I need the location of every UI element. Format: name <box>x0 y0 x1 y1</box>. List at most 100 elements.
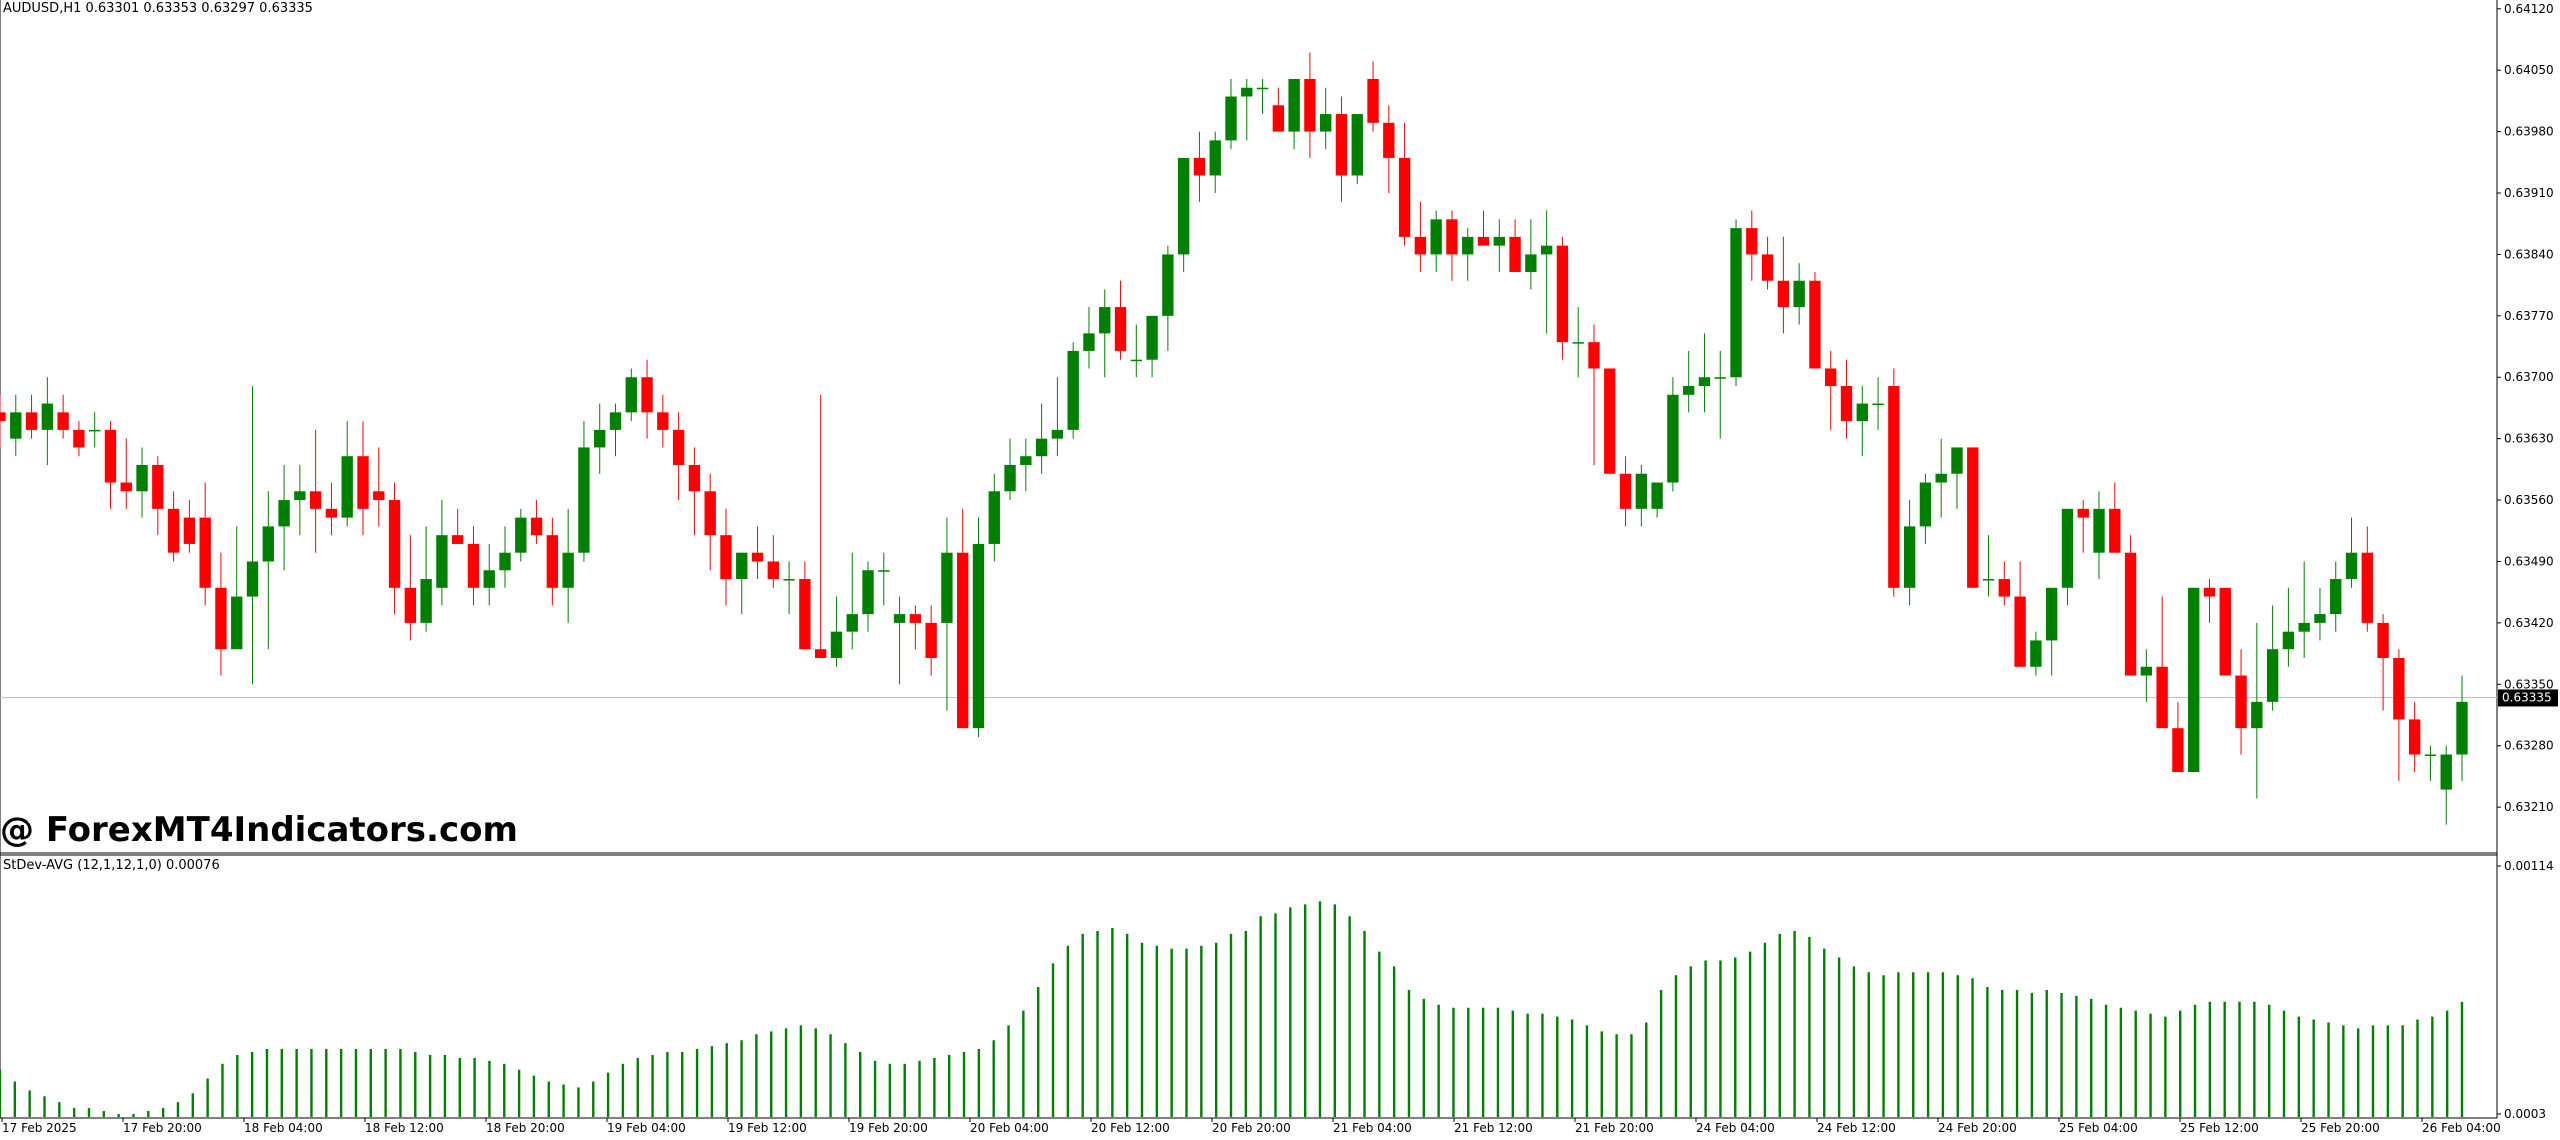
candle-body <box>1919 482 1932 527</box>
bear-candle <box>2014 561 2026 667</box>
candle-body <box>1888 386 1900 588</box>
candle-body <box>2282 631 2295 650</box>
candle-body <box>1840 386 1853 422</box>
bear-candle <box>1383 105 1395 194</box>
candle-body <box>2093 508 2105 553</box>
candle-body <box>2456 701 2468 755</box>
bear-candle <box>1114 280 1127 360</box>
bull-candle <box>2282 587 2295 667</box>
candle-body <box>1872 403 1884 406</box>
candle-body <box>2298 622 2310 632</box>
bull-candle <box>2424 745 2437 781</box>
bull-candle <box>2045 587 2058 676</box>
bear-candle <box>1825 350 1837 430</box>
bear-candle <box>1335 96 1348 202</box>
bull-candle <box>499 526 511 588</box>
candle-body <box>2377 622 2389 658</box>
candle-body <box>736 552 748 580</box>
candle-body <box>2251 701 2263 729</box>
candle-body <box>1493 236 1505 246</box>
candle-body <box>594 429 606 448</box>
candle-body <box>909 614 922 623</box>
candle-body <box>1967 447 1979 588</box>
indicator-tick-label: 0.00114 <box>2504 859 2554 873</box>
bear-candle <box>120 438 132 509</box>
candle-body <box>1525 254 1537 272</box>
candle-body <box>562 552 574 588</box>
bull-candle <box>2298 561 2310 658</box>
bull-candle <box>262 491 274 650</box>
candle-body <box>499 552 511 571</box>
candle-body <box>73 429 85 448</box>
bear-candle <box>657 394 669 448</box>
symbol-info: AUDUSD,H1 0.63301 0.63353 0.63297 0.6333… <box>3 1 313 16</box>
time-axis-label: 26 Feb 04:00 <box>2422 1121 2501 1135</box>
time-axis-label: 17 Feb 20:00 <box>123 1121 202 1135</box>
candle-body <box>1383 122 1395 158</box>
candle-body <box>341 456 353 518</box>
bear-candle <box>1888 368 1900 597</box>
bear-candle <box>1446 210 1458 281</box>
watermark: @ ForexMT4Indicators.com <box>0 810 518 850</box>
bear-candle <box>2203 579 2216 623</box>
candle-body <box>1414 236 1427 255</box>
bull-candle <box>1856 386 1868 457</box>
bull-candle <box>1919 473 1932 544</box>
bull-candle <box>1572 307 1584 378</box>
candle-body <box>988 491 1000 544</box>
bear-candle <box>1619 456 1632 527</box>
price-tick-label: 0.63770 <box>2504 309 2554 323</box>
candle-body <box>1367 78 1379 123</box>
bull-candle <box>436 500 448 606</box>
candle-body <box>1209 140 1221 176</box>
bull-candle <box>231 526 243 650</box>
time-axis-label: 20 Feb 20:00 <box>1212 1121 1291 1135</box>
bull-candle <box>1099 289 1111 378</box>
candle-body <box>672 429 685 465</box>
bull-candle <box>1982 535 1995 597</box>
candle-body <box>609 412 622 430</box>
time-axis-label: 20 Feb 04:00 <box>970 1121 1049 1135</box>
candle-body <box>1698 377 1711 387</box>
indicator-histogram <box>0 901 2464 1117</box>
candle-body <box>451 535 464 544</box>
bull-candle <box>278 464 290 571</box>
candle-body <box>2045 587 2058 641</box>
bull-candle <box>972 517 985 737</box>
bull-candle <box>1714 350 1726 439</box>
candle-body <box>1241 87 1253 97</box>
candle-body <box>167 508 180 553</box>
bull-candle <box>2456 675 2468 781</box>
candle-body <box>1256 87 1269 90</box>
candle-body <box>1398 157 1411 237</box>
price-tick-label: 0.64120 <box>2504 2 2554 16</box>
candle-body <box>515 517 527 553</box>
candle-body <box>1935 473 1947 483</box>
bear-candle <box>1588 324 1600 465</box>
candle-body <box>1761 254 1774 281</box>
candle-body <box>657 412 669 430</box>
bull-candle <box>1004 438 1016 501</box>
candle-body <box>1162 254 1174 316</box>
bull-candle <box>420 526 432 632</box>
candle-body <box>1272 105 1285 132</box>
bull-candle <box>341 421 353 527</box>
bear-candle <box>1998 561 2011 606</box>
bear-candle <box>1304 52 1316 158</box>
candle-body <box>152 464 164 509</box>
candle-body <box>1114 307 1127 351</box>
candle-body <box>830 631 843 658</box>
time-axis-label: 24 Feb 20:00 <box>1938 1121 2017 1135</box>
candle-body <box>2061 508 2074 588</box>
candle-body <box>1193 157 1206 176</box>
bull-candle <box>1872 377 1884 430</box>
candle-body <box>1320 114 1332 132</box>
bull-candle <box>1320 87 1332 150</box>
bull-candle <box>2345 517 2358 588</box>
bull-candle <box>2061 508 2074 606</box>
candle-body <box>2314 614 2326 623</box>
time-axis-label: 25 Feb 20:00 <box>2301 1121 2380 1135</box>
bear-candle <box>2235 649 2247 755</box>
bull-candle <box>1462 228 1474 281</box>
